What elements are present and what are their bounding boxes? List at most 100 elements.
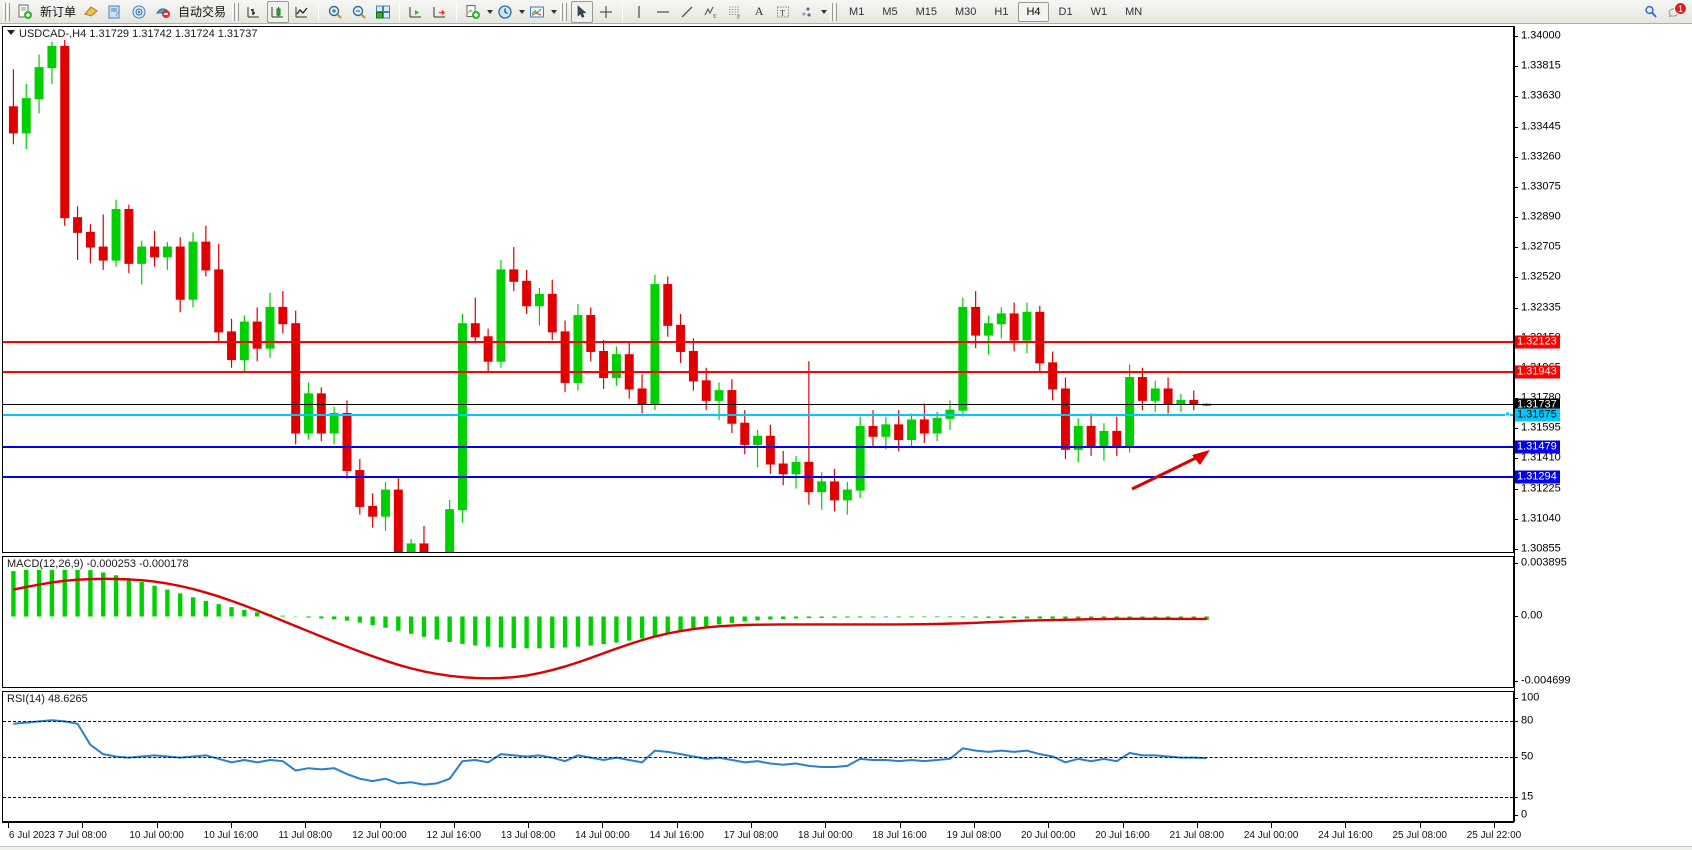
cursor-icon[interactable] — [571, 0, 594, 23]
axis-tick — [1514, 186, 1518, 188]
cyan-level[interactable]: 1.31675 — [1515, 408, 1560, 422]
objects-icon[interactable] — [796, 1, 818, 23]
zoom-out-icon[interactable] — [348, 1, 370, 23]
axis-tick — [1514, 126, 1518, 128]
macd-tick-label: -0.004699 — [1521, 674, 1571, 687]
timeframe-h1[interactable]: H1 — [994, 5, 1009, 18]
timeframe-h4[interactable]: H4 — [1018, 1, 1049, 22]
time-tick — [1122, 823, 1124, 828]
timeframe-m30[interactable]: M30 — [955, 5, 977, 18]
time-tick — [8, 823, 9, 828]
axis-tick — [1514, 247, 1518, 249]
expert-advisor-icon[interactable] — [80, 1, 102, 23]
time-axis[interactable]: 6 Jul 2023 7 Jul 08:00 10 Jul 00:00 10 Jul … — [2, 822, 1521, 850]
templates-dropdown-icon[interactable] — [551, 9, 558, 14]
time-tick-label: 6 Jul 2023 — [8, 830, 56, 841]
search-icon[interactable] — [1640, 1, 1662, 23]
macd-axis-tick — [1514, 616, 1518, 618]
rsi-level-80 — [3, 721, 1513, 723]
tile-windows-icon[interactable] — [372, 1, 394, 23]
bar-chart-icon[interactable] — [243, 1, 265, 23]
level-line-support-1-31479[interactable] — [3, 446, 1513, 449]
fibonacci-icon[interactable]: F — [724, 1, 746, 23]
level-line-support-1-31294[interactable] — [3, 476, 1513, 479]
level-line-handle[interactable] — [1505, 411, 1510, 417]
new-order-icon[interactable] — [14, 1, 36, 23]
timeframe-mn[interactable]: MN — [1125, 5, 1143, 18]
alerts-icon[interactable]: 1 — [1664, 1, 1687, 23]
objects-dropdown-icon[interactable] — [821, 9, 828, 14]
rsi-tick-label: 100 — [1521, 691, 1540, 704]
rsi-axis-tick — [1514, 698, 1518, 699]
timeframe-group[interactable]: M1 M5 M15 M30 H1 H4 D1 W1 MN — [840, 1, 1151, 22]
candlestick-chart-icon[interactable] — [267, 0, 290, 23]
time-tick — [305, 823, 307, 828]
rsi-tick-label: 0 — [1521, 808, 1528, 821]
indicators-icon[interactable] — [462, 1, 484, 23]
text-label-icon[interactable]: T — [772, 1, 794, 23]
rsi-tick-label: 80 — [1521, 714, 1534, 727]
support-level-2[interactable]: 1.31294 — [1515, 470, 1560, 484]
toolbar-grip-4[interactable] — [830, 2, 838, 21]
period-dropdown-icon[interactable] — [519, 9, 526, 14]
level-line-resistance-1-31943[interactable] — [3, 370, 1513, 373]
resistance-level-1[interactable]: 1.32123 — [1515, 335, 1560, 349]
templates-icon[interactable] — [526, 1, 548, 23]
zoom-in-icon[interactable] — [324, 1, 346, 23]
period-icon[interactable] — [494, 1, 516, 23]
new-order-label[interactable]: 新订单 — [40, 5, 77, 19]
time-tick — [1048, 823, 1050, 828]
current-price[interactable]: 1.31737 — [1515, 398, 1560, 412]
axis-tick — [1514, 36, 1518, 37]
toolbar-grip-3[interactable] — [560, 2, 568, 21]
time-tick-label: 12 Jul 16:00 — [426, 830, 482, 841]
vertical-line-icon[interactable] — [628, 1, 650, 23]
resistance-level-2[interactable]: 1.31943 — [1515, 365, 1560, 379]
chart-shift-icon[interactable] — [429, 1, 451, 23]
level-line-resistance-1-32123[interactable] — [3, 341, 1513, 344]
main-toolbar[interactable]: 新订单 自动交易 — [0, 0, 1692, 24]
chart-workspace[interactable]: USDCAD-,H4 1.31729 1.31742 1.31724 1.317… — [0, 24, 1692, 850]
crosshair-icon[interactable] — [595, 1, 617, 23]
timeframe-m15[interactable]: M15 — [915, 5, 937, 18]
data-window-icon[interactable] — [104, 1, 126, 23]
toolbar-grip-2[interactable] — [232, 2, 240, 21]
time-tick — [751, 823, 752, 828]
axis-tick — [1514, 428, 1518, 430]
signals-icon[interactable] — [128, 1, 150, 23]
support-level-1[interactable]: 1.31479 — [1515, 440, 1560, 454]
axis-tick — [1514, 398, 1518, 400]
timeframe-d1[interactable]: D1 — [1058, 5, 1073, 18]
timeframe-m5[interactable]: M5 — [882, 5, 898, 18]
price-axis[interactable]: 1.34000 1.33815 1.33630 1.33445 1.33260 1.330… — [1514, 26, 1690, 822]
time-tick-label: 13 Jul 08:00 — [500, 830, 556, 841]
axis-tick — [1514, 458, 1518, 460]
price-tick-label: 1.34000 — [1521, 29, 1561, 42]
price-tick-label: 1.31040 — [1521, 512, 1561, 525]
level-line-current-1-31737[interactable] — [3, 404, 1513, 406]
autotrading-icon[interactable] — [152, 1, 174, 23]
timeframe-m1[interactable]: M1 — [849, 5, 865, 18]
toolbar-separator-3 — [456, 2, 458, 21]
time-tick-label: 25 Jul 22:00 — [1466, 830, 1522, 841]
macd-pane[interactable]: MACD(12,26,9) -0.000253 -0.000178 — [2, 556, 1514, 688]
autotrading-label[interactable]: 自动交易 — [178, 5, 227, 19]
indicators-dropdown-icon[interactable] — [487, 9, 494, 14]
rsi-pane[interactable]: RSI(14) 48.6265 — [2, 691, 1514, 822]
time-tick-label: 7 Jul 08:00 — [57, 830, 107, 841]
elliott-wave-icon[interactable]: E — [700, 1, 722, 23]
rsi-header: RSI(14) 48.6265 — [7, 693, 88, 705]
trendline-icon[interactable] — [676, 1, 698, 23]
macd-tick-label: 0.00 — [1521, 609, 1543, 622]
price-tick-label: 1.31410 — [1521, 451, 1561, 464]
text-icon[interactable]: A — [754, 4, 764, 18]
level-line-cyan-1-31675[interactable] — [3, 414, 1513, 417]
price-pane[interactable]: USDCAD-,H4 1.31729 1.31742 1.31724 1.317… — [2, 26, 1514, 553]
scroll-to-start-icon[interactable] — [405, 1, 427, 23]
horizontal-line-icon[interactable] — [652, 1, 674, 23]
toolbar-grip[interactable] — [3, 2, 10, 21]
line-chart-icon[interactable] — [291, 1, 313, 23]
collapse-triangle-icon[interactable] — [7, 30, 15, 35]
time-tick — [1271, 823, 1273, 828]
timeframe-w1[interactable]: W1 — [1090, 5, 1108, 18]
